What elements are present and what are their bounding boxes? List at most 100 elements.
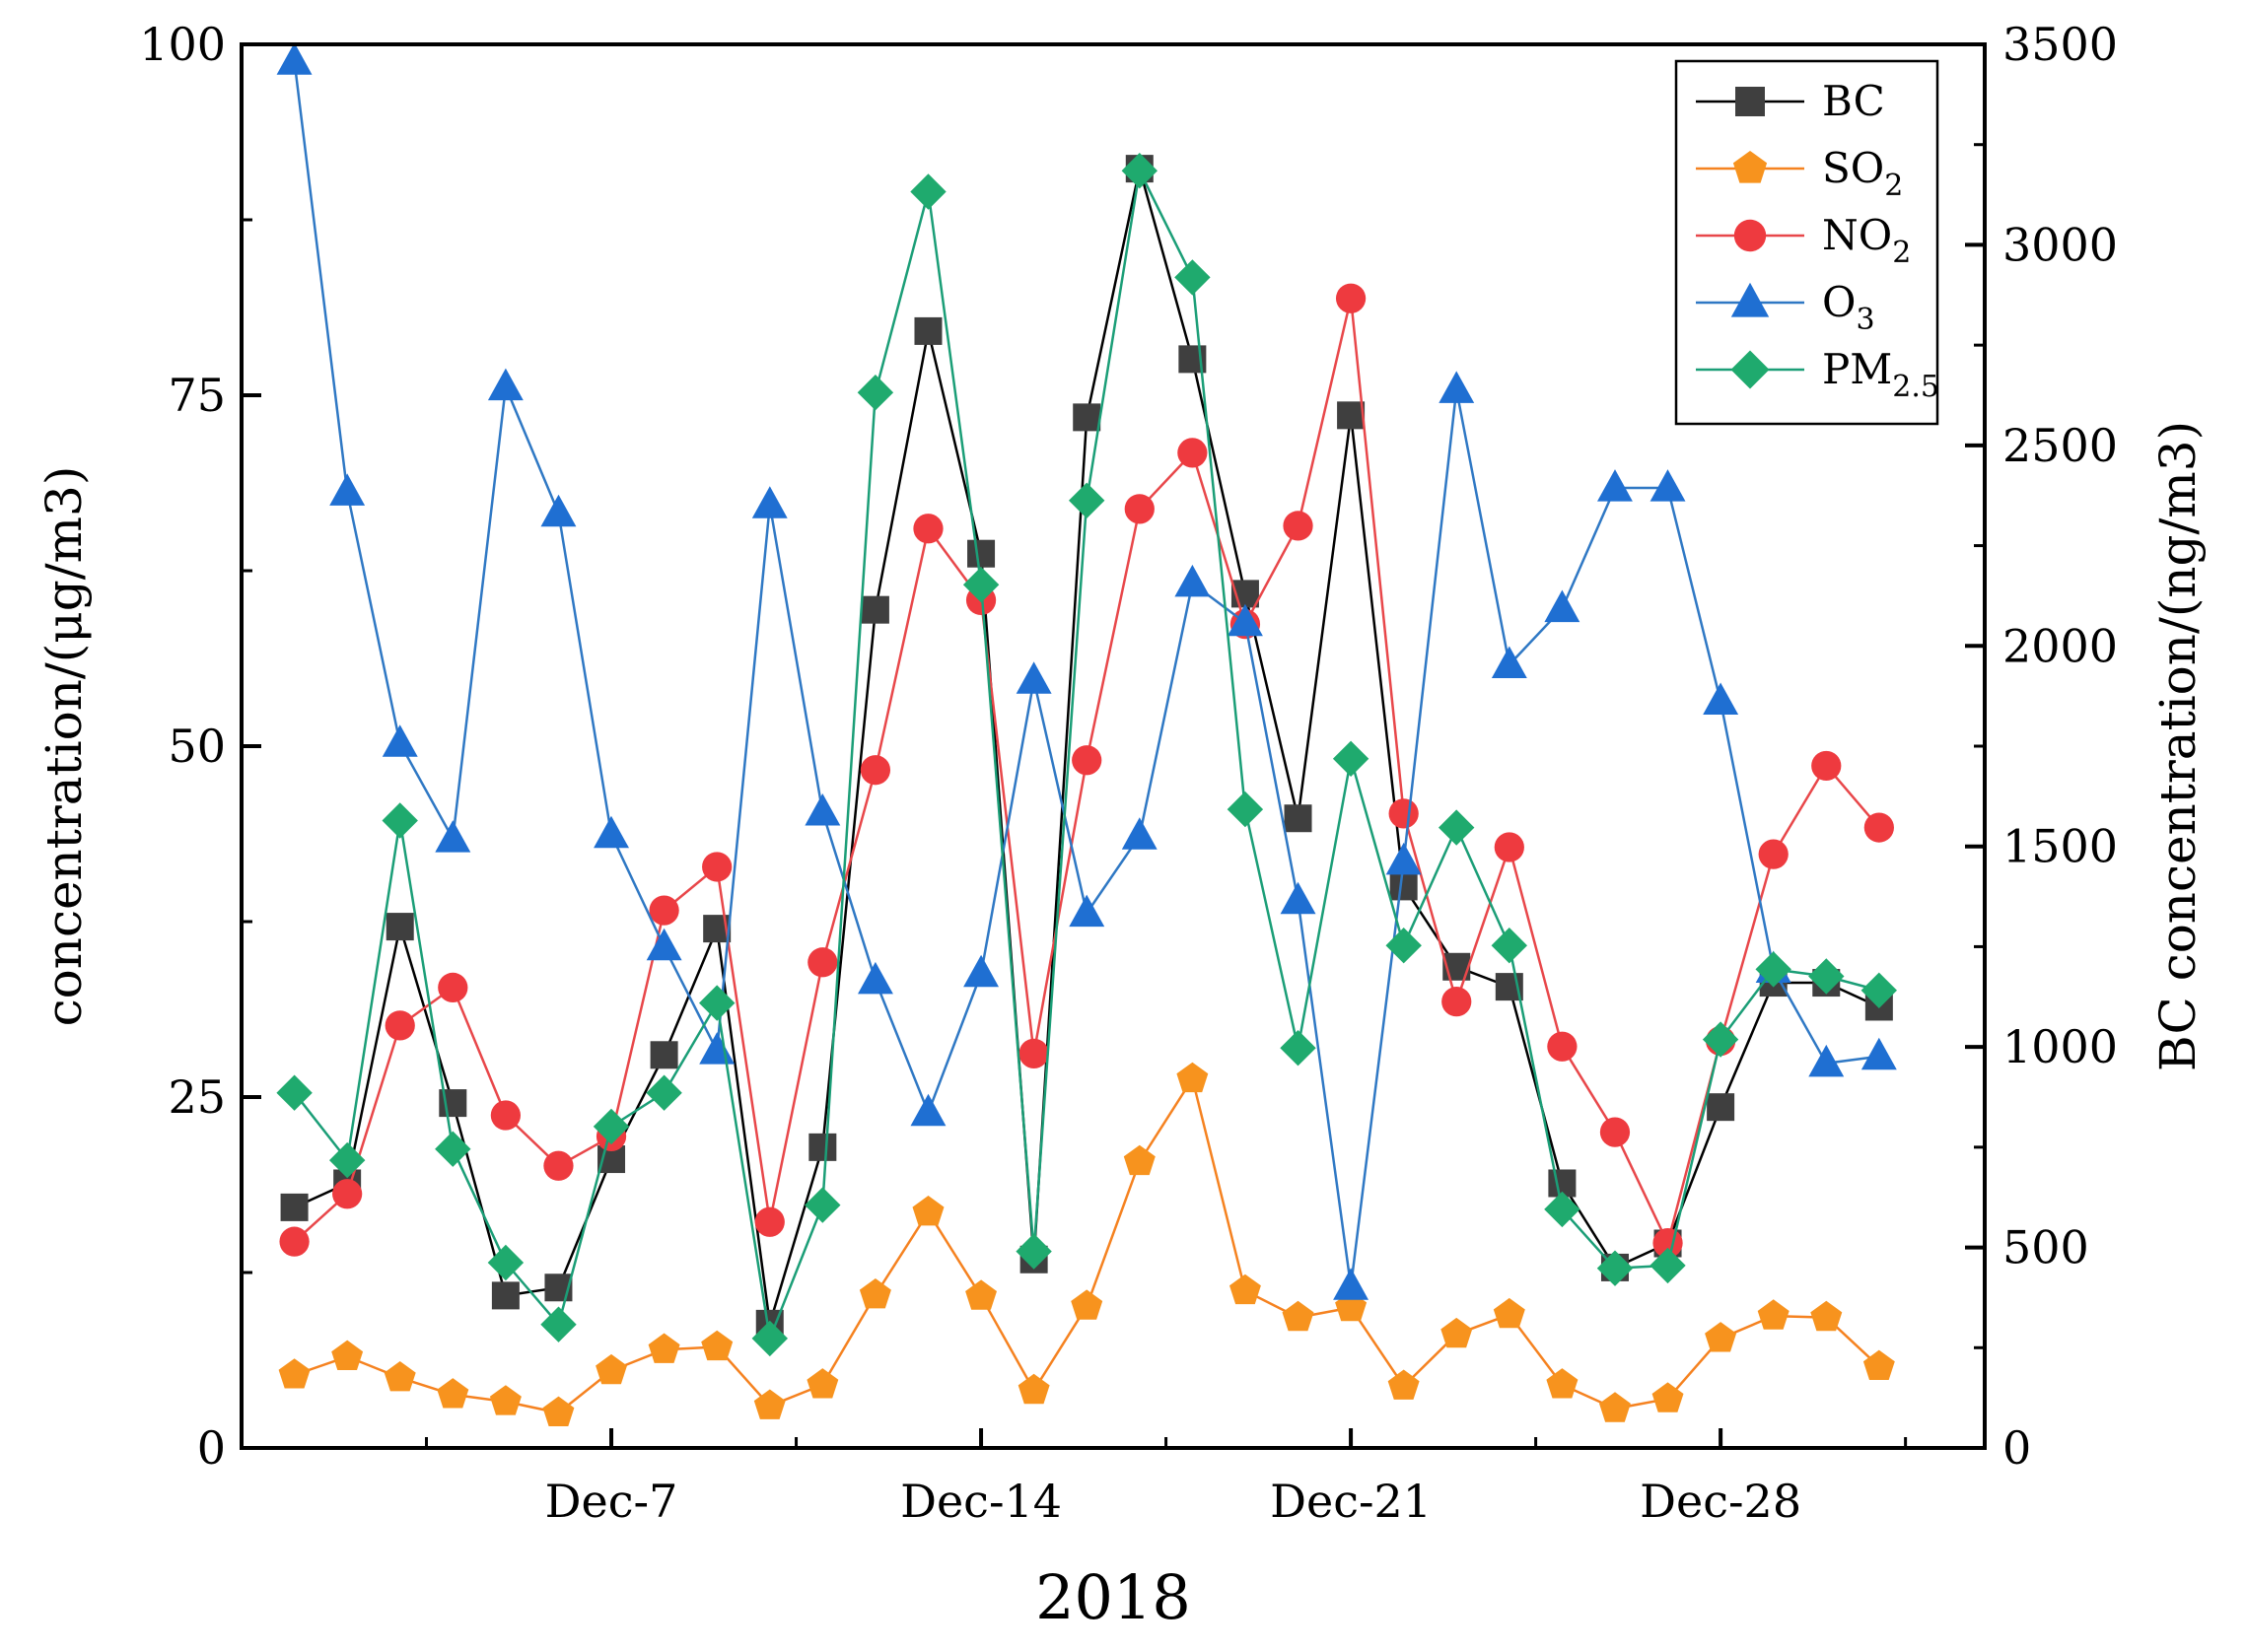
data-point-no2 bbox=[1811, 750, 1842, 782]
data-point-so2 bbox=[1123, 1144, 1156, 1176]
data-point-pm25 bbox=[1860, 972, 1897, 1008]
left-y-tick-label: 0 bbox=[197, 1421, 226, 1475]
data-point-so2 bbox=[701, 1330, 734, 1361]
legend-item-bc: BC bbox=[1696, 77, 1885, 125]
data-point-pm25 bbox=[329, 1141, 366, 1179]
data-point-pm25 bbox=[540, 1306, 577, 1342]
legend-marker bbox=[1730, 282, 1770, 317]
right-y-tick-label: 2500 bbox=[2002, 419, 2118, 472]
data-point-no2 bbox=[1758, 839, 1789, 869]
data-point-o3 bbox=[1016, 661, 1052, 694]
data-point-o3 bbox=[1439, 371, 1475, 403]
right-y-tick-label: 3500 bbox=[2002, 18, 2118, 71]
left-y-tick-label: 50 bbox=[168, 720, 226, 773]
data-point-pm25 bbox=[1596, 1250, 1634, 1286]
data-point-no2 bbox=[1388, 798, 1419, 829]
data-point-bc bbox=[280, 1193, 309, 1221]
data-point-pm25 bbox=[1121, 153, 1158, 189]
data-point-pm25 bbox=[1544, 1191, 1580, 1228]
data-point-pm25 bbox=[910, 173, 947, 210]
data-point-so2 bbox=[596, 1353, 627, 1385]
left-y-tick-label: 25 bbox=[168, 1070, 226, 1124]
legend-label-pm25: PM2.5 bbox=[1822, 345, 1939, 404]
data-point-o3 bbox=[382, 724, 418, 757]
data-point-pm25 bbox=[646, 1074, 682, 1111]
data-point-pm25 bbox=[1069, 482, 1105, 518]
data-point-pm25 bbox=[962, 567, 1000, 603]
data-point-no2 bbox=[1547, 1031, 1578, 1062]
data-point-no2 bbox=[543, 1150, 574, 1181]
legend-item-so2: SO2 bbox=[1696, 144, 1903, 203]
data-point-no2 bbox=[1283, 511, 1313, 541]
right-y-tick-label: 500 bbox=[2002, 1221, 2089, 1274]
data-point-so2 bbox=[648, 1333, 680, 1363]
series-no2 bbox=[279, 283, 1894, 1259]
legend-label-subscript: 2.5 bbox=[1892, 370, 1939, 404]
data-point-bc bbox=[491, 1281, 520, 1310]
data-point-o3 bbox=[1174, 564, 1211, 597]
data-point-no2 bbox=[1177, 438, 1208, 468]
data-point-no2 bbox=[279, 1226, 310, 1257]
data-point-no2 bbox=[1018, 1038, 1049, 1068]
data-point-o3 bbox=[329, 473, 366, 506]
data-point-o3 bbox=[487, 368, 524, 401]
data-point-o3 bbox=[435, 820, 471, 853]
left-y-axis-title: concentration/(μg/m3) bbox=[35, 466, 93, 1027]
legend-label-main: NO bbox=[1822, 211, 1892, 259]
data-point-no2 bbox=[385, 1010, 415, 1041]
legend-label-main: SO bbox=[1822, 144, 1884, 192]
legend-item-no2: NO2 bbox=[1696, 211, 1911, 270]
data-point-bc bbox=[1707, 1093, 1735, 1122]
legend-items: BC SO2 NO2 O3 PM2.5 bbox=[1696, 77, 1939, 404]
data-point-no2 bbox=[1494, 832, 1524, 862]
x-tick-label: Dec-7 bbox=[545, 1475, 678, 1528]
data-point-o3 bbox=[276, 42, 313, 75]
data-point-o3 bbox=[1544, 589, 1580, 623]
data-point-o3 bbox=[1228, 603, 1263, 637]
data-point-so2 bbox=[489, 1385, 522, 1415]
legend-label-subscript: 3 bbox=[1856, 303, 1874, 337]
left-y-tick-label: 75 bbox=[168, 369, 226, 422]
data-point-so2 bbox=[753, 1389, 786, 1419]
data-point-no2 bbox=[1599, 1117, 1631, 1147]
data-point-pm25 bbox=[1439, 809, 1475, 846]
data-point-o3 bbox=[1385, 842, 1422, 875]
right-y-axis-title: BC concentration/(ng/m3) bbox=[2149, 421, 2207, 1071]
legend-marker bbox=[1730, 350, 1770, 389]
data-point-no2 bbox=[1441, 987, 1472, 1017]
data-point-so2 bbox=[331, 1340, 364, 1370]
data-point-so2 bbox=[859, 1278, 891, 1309]
data-point-so2 bbox=[1651, 1382, 1684, 1412]
axes-layer: 02550751000500100015002000250030003500De… bbox=[139, 18, 2118, 1528]
data-point-pm25 bbox=[1227, 791, 1264, 828]
legend-label-so2: SO2 bbox=[1822, 144, 1903, 203]
right-y-tick-label: 2000 bbox=[2002, 619, 2118, 672]
x-axis-title: 2018 bbox=[1035, 1561, 1191, 1633]
legend-label-main: BC bbox=[1822, 77, 1885, 125]
data-point-o3 bbox=[699, 1032, 736, 1065]
data-point-so2 bbox=[1493, 1297, 1525, 1329]
data-point-so2 bbox=[1229, 1273, 1261, 1305]
data-point-o3 bbox=[646, 928, 682, 961]
data-point-no2 bbox=[1072, 745, 1102, 776]
legend-label-no2: NO2 bbox=[1822, 211, 1911, 270]
data-point-so2 bbox=[1599, 1392, 1631, 1422]
data-point-so2 bbox=[1176, 1062, 1209, 1093]
data-point-pm25 bbox=[751, 1320, 788, 1357]
data-point-bc bbox=[1073, 403, 1101, 432]
legend-item-o3: O3 bbox=[1696, 278, 1875, 337]
data-point-o3 bbox=[963, 954, 999, 988]
data-point-no2 bbox=[1335, 283, 1367, 313]
x-tick-label: Dec-28 bbox=[1640, 1475, 1801, 1528]
legend: BC SO2 NO2 O3 PM2.5 bbox=[1674, 59, 1939, 426]
data-point-pm25 bbox=[1280, 1030, 1316, 1067]
data-point-pm25 bbox=[435, 1131, 471, 1167]
data-point-o3 bbox=[594, 815, 629, 849]
data-point-no2 bbox=[490, 1100, 521, 1131]
data-point-bc bbox=[967, 539, 996, 568]
data-point-so2 bbox=[1387, 1369, 1420, 1400]
data-point-so2 bbox=[1757, 1299, 1790, 1330]
series-so2 bbox=[278, 1062, 1895, 1426]
legend-label-main: PM bbox=[1822, 345, 1892, 393]
